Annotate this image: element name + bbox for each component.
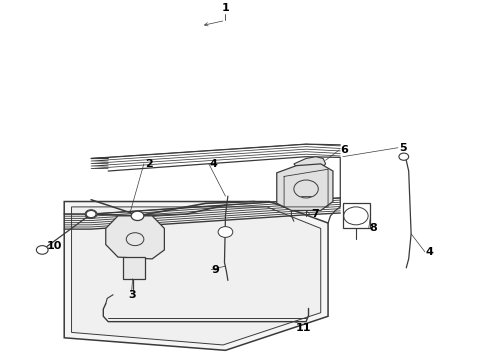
Circle shape: [131, 211, 144, 221]
Circle shape: [399, 153, 409, 160]
Text: 5: 5: [399, 143, 407, 153]
Circle shape: [36, 246, 48, 254]
Polygon shape: [64, 202, 328, 350]
Polygon shape: [72, 207, 321, 345]
Polygon shape: [294, 157, 326, 171]
Text: 4: 4: [426, 247, 434, 257]
Text: 4: 4: [210, 159, 218, 169]
Text: 11: 11: [296, 323, 311, 333]
Text: 7: 7: [311, 209, 318, 219]
Text: 8: 8: [369, 224, 377, 233]
Text: 10: 10: [47, 241, 63, 251]
Circle shape: [218, 226, 233, 237]
Polygon shape: [277, 164, 333, 211]
Circle shape: [85, 210, 97, 219]
Text: 1: 1: [221, 3, 229, 13]
Text: 9: 9: [212, 265, 220, 275]
Bar: [343, 203, 369, 228]
Polygon shape: [123, 257, 145, 279]
Text: 3: 3: [128, 290, 135, 300]
Text: 2: 2: [145, 159, 152, 169]
Circle shape: [86, 211, 96, 218]
Polygon shape: [106, 216, 164, 259]
Text: 6: 6: [340, 144, 348, 154]
